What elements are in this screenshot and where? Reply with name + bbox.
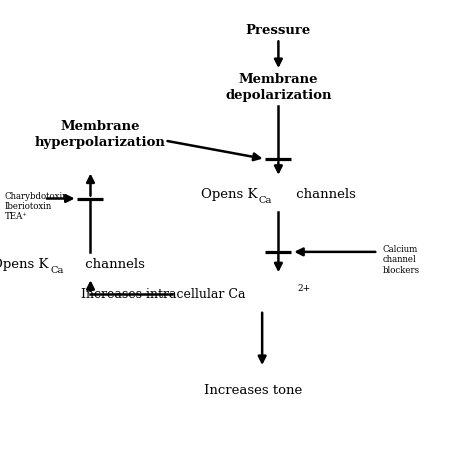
Text: Membrane
hyperpolarization: Membrane hyperpolarization <box>34 120 165 149</box>
Text: Calcium
channel
blockers: Calcium channel blockers <box>382 244 419 274</box>
Text: channels: channels <box>292 188 356 201</box>
Text: 2+: 2+ <box>296 283 309 293</box>
Text: Opens K: Opens K <box>0 257 49 270</box>
Text: Charybdotoxin
Iberiotoxin
TEA⁺: Charybdotoxin Iberiotoxin TEA⁺ <box>5 191 68 221</box>
Text: Ca: Ca <box>50 265 63 275</box>
Text: Opens K: Opens K <box>200 188 257 201</box>
Text: Increases tone: Increases tone <box>203 383 301 396</box>
Text: Increases intracellular Ca: Increases intracellular Ca <box>81 288 245 300</box>
Text: Membrane
depolarization: Membrane depolarization <box>225 73 331 101</box>
Text: Pressure: Pressure <box>245 24 310 37</box>
Text: channels: channels <box>81 257 145 270</box>
Text: Ca: Ca <box>258 196 272 205</box>
